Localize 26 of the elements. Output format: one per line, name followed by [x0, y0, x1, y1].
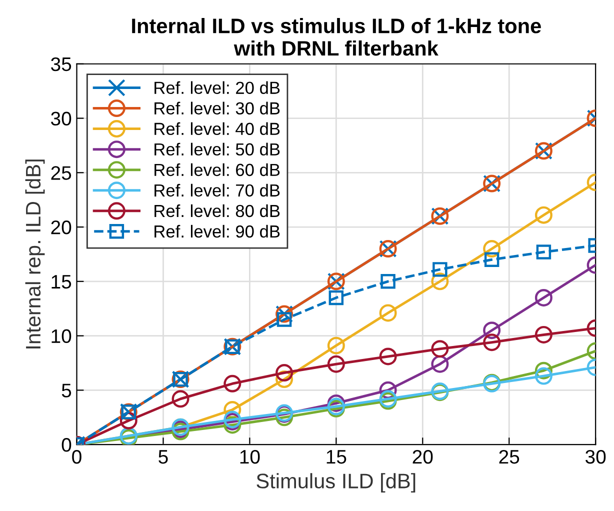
y-tick-label: 20: [51, 220, 72, 234]
x-tick-label: 30: [586, 450, 606, 464]
y-tick-label: 30: [51, 112, 72, 126]
legend-label: Ref. level: 20 dB: [154, 81, 280, 94]
x-tick-label: 0: [72, 450, 82, 464]
legend-label: Ref. level: 60 dB: [154, 163, 280, 176]
x-axis-title: Stimulus ILD [dB]: [256, 473, 416, 493]
chart-title: Internal ILD vs stimulus ILD of 1-kHz tone with DRNL filterbank: [132, 18, 541, 56]
y-tick-label: 0: [62, 438, 72, 452]
y-tick-label: 5: [62, 384, 72, 398]
x-tick-label: 10: [240, 450, 260, 464]
y-tick-label: 25: [51, 166, 72, 180]
legend-label: Ref. level: 40 dB: [154, 122, 280, 136]
x-tick-label: 5: [158, 450, 168, 464]
x-tick-label: 25: [499, 450, 520, 464]
legend-label: Ref. level: 50 dB: [154, 142, 280, 156]
x-tick-label: 20: [412, 450, 433, 464]
legend-label: Ref. level: 90 dB: [154, 224, 280, 238]
x-tick-label: 15: [326, 450, 346, 464]
y-tick-label: 35: [51, 57, 72, 72]
legend-label: Ref. level: 30 dB: [154, 102, 280, 115]
y-axis-title: Internal rep. ILD [dB]: [25, 160, 45, 348]
legend-label: Ref. level: 70 dB: [154, 184, 280, 197]
legend-label: Ref. level: 80 dB: [154, 204, 280, 218]
y-tick-label: 15: [52, 275, 72, 289]
y-tick-label: 10: [52, 329, 72, 344]
